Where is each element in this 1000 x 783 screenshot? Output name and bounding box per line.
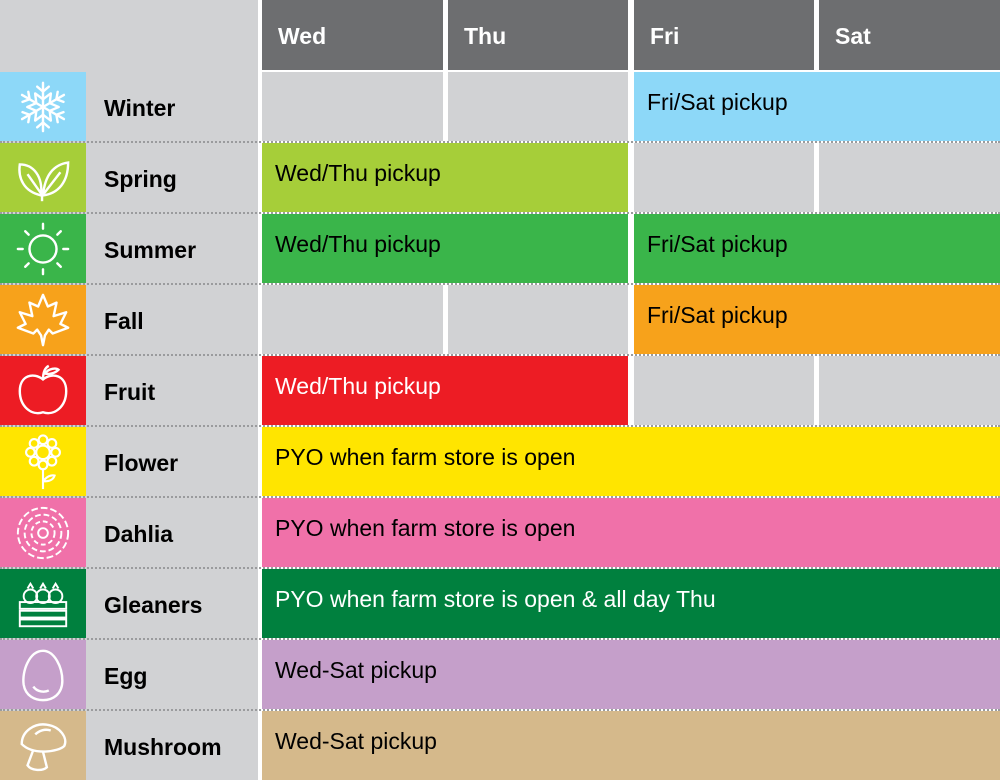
row-gleaners: Gleaners PYO when farm store is open & al… [0, 569, 1000, 638]
pickup-bar: Fri/Sat pickup [634, 72, 1000, 141]
row-label: Mushroom [104, 734, 222, 760]
row-winter: Winter Fri/Sat pickup [0, 72, 1000, 141]
snowflake-icon [0, 72, 86, 141]
row-divider [0, 638, 1000, 640]
row-divider [0, 212, 1000, 214]
pickup-bar: PYO when farm store is open [262, 427, 1000, 496]
pickup-bar: Fri/Sat pickup [634, 214, 1000, 283]
row-label: Fall [104, 308, 144, 334]
row-label: Dahlia [104, 521, 174, 547]
day-header-thu: Thu [448, 0, 628, 70]
row-spring: Spring Wed/Thu pickup [0, 143, 1000, 212]
row-divider [0, 283, 1000, 285]
pickup-bar: PYO when farm store is open [262, 498, 1000, 567]
row-divider [0, 496, 1000, 498]
empty-cell-thu [448, 72, 628, 141]
row-divider [0, 425, 1000, 427]
leaves-icon [0, 143, 86, 212]
row-divider [0, 567, 1000, 569]
pickup-bar: Wed/Thu pickup [262, 356, 628, 425]
empty-cell-thu [448, 285, 628, 354]
dahlia-icon [0, 498, 86, 567]
empty-cell-fri [634, 143, 814, 212]
sunflower-icon [0, 427, 86, 496]
row-egg: Egg Wed-Sat pickup [0, 640, 1000, 709]
row-label: Winter [104, 95, 176, 121]
row-fall: Fall Fri/Sat pickup [0, 285, 1000, 354]
maple-leaf-icon [0, 285, 86, 354]
mushroom-icon [0, 711, 86, 780]
row-label: Gleaners [104, 592, 203, 618]
empty-cell-wed [262, 285, 443, 354]
empty-cell-sat [819, 356, 1000, 425]
pickup-bar: Wed-Sat pickup [262, 640, 1000, 709]
day-header-sat: Sat [819, 0, 1000, 70]
apple-icon [0, 356, 86, 425]
row-label: Egg [104, 663, 148, 689]
row-divider [0, 709, 1000, 711]
pickup-bar: Wed/Thu pickup [262, 214, 628, 283]
row-label: Spring [104, 166, 177, 192]
pickup-bar: Wed-Sat pickup [262, 711, 1000, 780]
egg-icon [0, 640, 86, 709]
row-label: Flower [104, 450, 179, 476]
row-flower: Flower PYO when farm store is open [0, 427, 1000, 496]
row-summer: Summer Wed/Thu pickup Fri/Sat pickup [0, 214, 1000, 283]
row-mushroom: Mushroom Wed-Sat pickup [0, 711, 1000, 780]
row-label: Fruit [104, 379, 156, 405]
pickup-bar: Wed/Thu pickup [262, 143, 628, 212]
day-header-wed: Wed [262, 0, 443, 70]
vegetable-crate-icon [0, 569, 86, 638]
sun-icon [0, 214, 86, 283]
empty-cell-sat [819, 143, 1000, 212]
empty-cell-fri [634, 356, 814, 425]
empty-cell-wed [262, 72, 443, 141]
row-label: Summer [104, 237, 197, 263]
day-header-fri: Fri [634, 0, 814, 70]
row-divider [0, 141, 1000, 143]
row-divider [0, 354, 1000, 356]
row-fruit: Fruit Wed/Thu pickup [0, 356, 1000, 425]
row-dahlia: Dahlia PYO when farm store is open [0, 498, 1000, 567]
pickup-bar: PYO when farm store is open & all day Th… [262, 569, 1000, 638]
pickup-bar: Fri/Sat pickup [634, 285, 1000, 354]
